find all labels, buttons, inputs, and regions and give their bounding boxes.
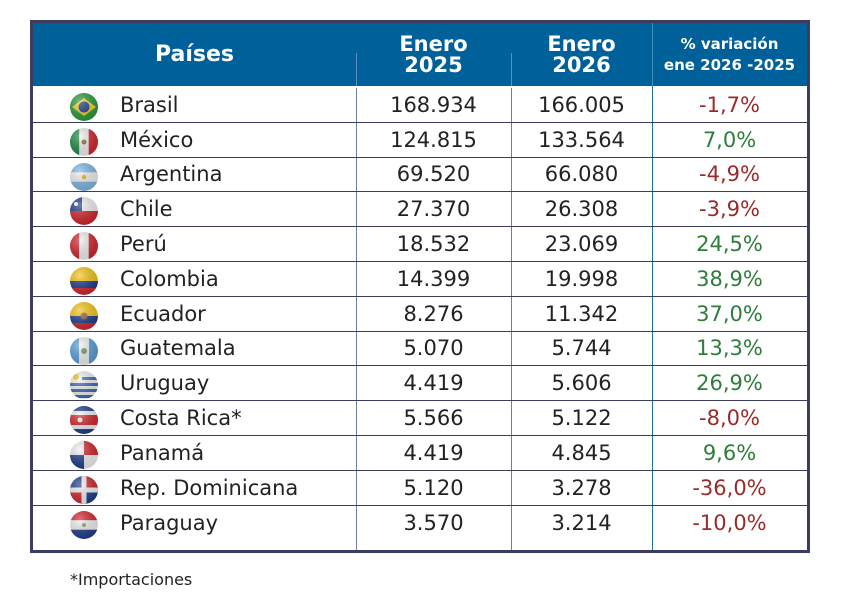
header-text: 2025: [404, 52, 463, 77]
header-text: 2026: [552, 52, 611, 77]
value-jan-2025: 4.419: [403, 371, 464, 396]
table-row: Argentina 69.520 66.080 -4,9%: [33, 158, 807, 193]
country-name: Perú: [120, 232, 167, 257]
variation-value: 9,6%: [702, 440, 757, 465]
mexico-flag-icon: [70, 127, 98, 156]
peru-flag-icon: [70, 232, 98, 261]
value-jan-2026: 66.080: [544, 162, 619, 187]
paraguay-flag-icon: [70, 510, 98, 539]
header-variation: % variación ene 2026 -2025: [652, 23, 807, 86]
value-jan-2026: 11.342: [544, 301, 619, 326]
guatemala-flag-icon: [70, 336, 98, 365]
variation-value: 13,3%: [696, 336, 763, 361]
country-name: Chile: [120, 197, 173, 222]
table-body: Brasil 168.934 166.005 -1,7% México 124.815 13…: [33, 88, 807, 540]
table-row: Costa Rica* 5.566 5.122 -8,0%: [33, 401, 807, 436]
header-jan-2026: Enero 2026: [511, 23, 652, 86]
table-row: Guatemala 5.070 5.744 13,3%: [33, 332, 807, 367]
table-row: Ecuador 8.276 11.342 37,0%: [33, 297, 807, 332]
country-name: Colombia: [120, 266, 219, 291]
variation-value: -4,9%: [699, 162, 760, 187]
value-jan-2026: 5.606: [551, 371, 612, 396]
column-divider: [356, 88, 357, 550]
country-name: Panamá: [120, 440, 205, 465]
table-row: Rep. Dominicana 5.120 3.278 -36,0%: [33, 471, 807, 506]
country-name: Paraguay: [120, 510, 219, 535]
value-jan-2026: 19.998: [544, 266, 619, 291]
value-jan-2025: 168.934: [390, 92, 477, 117]
value-jan-2026: 133.564: [538, 127, 625, 152]
value-jan-2026: 166.005: [538, 92, 625, 117]
table-row: Brasil 168.934 166.005 -1,7%: [33, 88, 807, 123]
table-row: Colombia 14.399 19.998 38,9%: [33, 262, 807, 297]
header-text: Enero: [399, 31, 468, 56]
variation-value: 24,5%: [696, 232, 763, 257]
variation-value: 7,0%: [702, 127, 757, 152]
value-jan-2026: 3.278: [551, 475, 612, 500]
value-jan-2025: 4.419: [403, 440, 464, 465]
header-countries: Países: [154, 41, 235, 67]
variation-value: 26,9%: [696, 371, 763, 396]
country-name: Uruguay: [120, 371, 210, 396]
column-divider: [652, 86, 653, 550]
value-jan-2025: 69.520: [396, 162, 471, 187]
header-text: Enero: [547, 31, 616, 56]
table-row: Panamá 4.419 4.845 9,6%: [33, 436, 807, 471]
value-jan-2026: 5.744: [551, 336, 612, 361]
value-jan-2025: 5.566: [403, 406, 464, 431]
country-name: Argentina: [120, 162, 223, 187]
table-row: México 124.815 133.564 7,0%: [33, 123, 807, 158]
country-name: Guatemala: [120, 336, 236, 361]
colombia-flag-icon: [70, 266, 98, 295]
variation-value: -36,0%: [692, 475, 767, 500]
brazil-flag-icon: [70, 93, 98, 121]
value-jan-2026: 5.122: [551, 406, 612, 431]
value-jan-2026: 26.308: [544, 197, 619, 222]
variation-value: -1,7%: [699, 92, 760, 117]
variation-value: -3,9%: [699, 197, 760, 222]
header-text: ene 2026 -2025: [663, 55, 796, 74]
dominican-republic-flag-icon: [70, 475, 98, 504]
country-name: Ecuador: [120, 301, 206, 326]
country-name: México: [120, 127, 194, 152]
variation-value: 37,0%: [696, 301, 763, 326]
value-jan-2025: 5.070: [403, 336, 464, 361]
table-row: Perú 18.532 23.069 24,5%: [33, 227, 807, 262]
country-name: Costa Rica*: [120, 406, 242, 431]
value-jan-2025: 5.120: [403, 475, 464, 500]
value-jan-2026: 23.069: [544, 232, 619, 257]
table-row: Uruguay 4.419 5.606 26,9%: [33, 366, 807, 402]
value-jan-2025: 3.570: [403, 510, 464, 535]
uruguay-flag-icon: [70, 371, 98, 400]
table-row: Chile 27.370 26.308 -3,9%: [33, 192, 807, 228]
value-jan-2026: 4.845: [551, 440, 612, 465]
argentina-flag-icon: [70, 162, 98, 191]
header-text: % variación: [680, 35, 779, 54]
variation-value: -10,0%: [692, 510, 767, 535]
column-divider: [511, 88, 512, 550]
data-table: Países Enero 2025 Enero 2026 % variación…: [30, 20, 810, 553]
value-jan-2025: 27.370: [396, 197, 471, 222]
value-jan-2025: 124.815: [390, 127, 477, 152]
table-row: Paraguay 3.570 3.214 -10,0%: [33, 506, 807, 541]
value-jan-2026: 3.214: [551, 510, 612, 535]
value-jan-2025: 14.399: [396, 266, 471, 291]
variation-value: -8,0%: [699, 406, 760, 431]
chile-flag-icon: [70, 197, 98, 226]
variation-value: 38,9%: [696, 266, 763, 291]
header-divider: [511, 53, 512, 86]
table-header: Países Enero 2025 Enero 2026 % variación…: [33, 23, 807, 86]
costa-rica-flag-icon: [70, 406, 98, 435]
value-jan-2025: 18.532: [396, 232, 471, 257]
ecuador-flag-icon: [70, 301, 98, 330]
country-name: Rep. Dominicana: [120, 475, 299, 500]
country-name: Brasil: [120, 92, 179, 117]
footnote: *Importaciones: [70, 570, 193, 589]
value-jan-2025: 8.276: [403, 301, 464, 326]
header-jan-2025: Enero 2025: [356, 23, 511, 86]
header-divider: [652, 23, 653, 86]
header-divider: [356, 53, 357, 86]
panama-flag-icon: [70, 440, 98, 469]
